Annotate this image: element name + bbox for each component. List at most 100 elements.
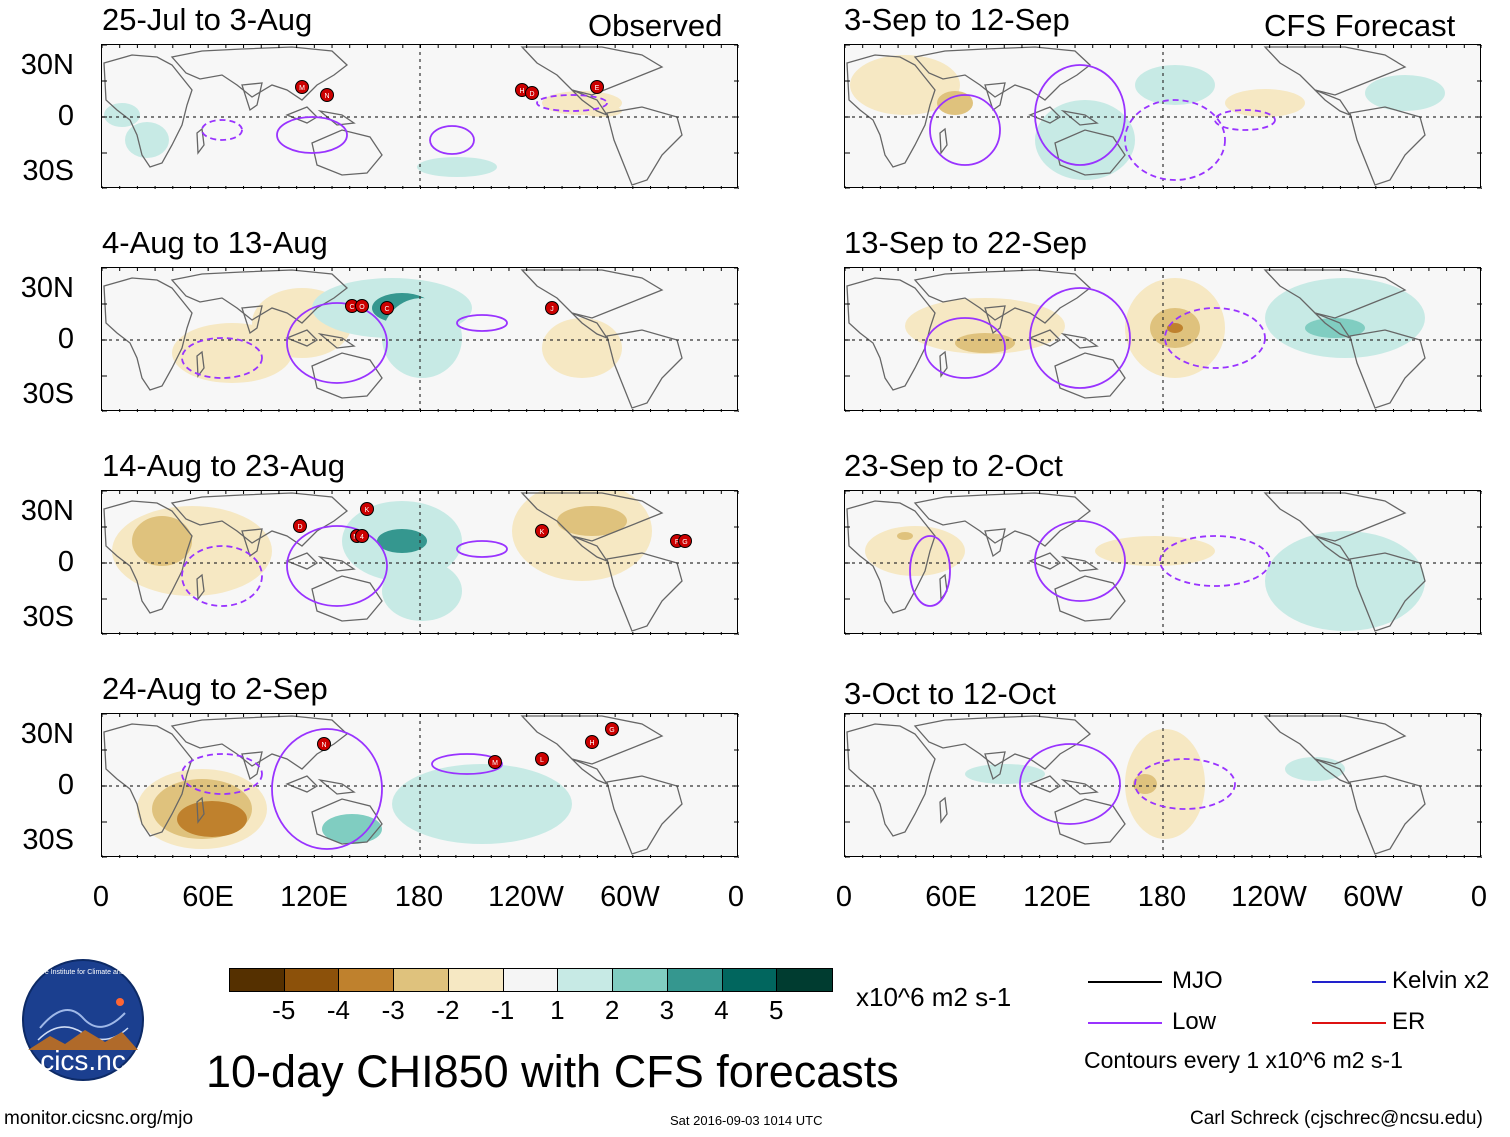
coastline (571, 535, 609, 563)
coastline (1314, 535, 1352, 563)
coastline (196, 573, 205, 601)
coastline (1314, 312, 1352, 340)
cfs-forecast-label: CFS Forecast (1264, 8, 1456, 43)
colorbar-tick: -4 (326, 995, 351, 1025)
coastline (103, 277, 193, 391)
low-contour (536, 94, 608, 112)
legend-er-line (1312, 1022, 1386, 1024)
anomaly-shading (177, 801, 247, 837)
xlabel-180: 180 (394, 881, 444, 913)
low-contour (924, 317, 1006, 379)
coastline (939, 796, 948, 824)
tropical-cyclone-icon: D (525, 86, 539, 100)
ylabel-30n: 30N (20, 718, 74, 750)
anomaly-shading (382, 561, 462, 621)
coastline (1054, 352, 1126, 399)
coastline (571, 312, 609, 340)
footer-timestamp: Sat 2016-09-03 1014 UTC (670, 1113, 823, 1128)
panel-title-5: 14-Aug to 23-Aug (102, 448, 346, 483)
coastline (520, 46, 664, 96)
svg-text:M: M (492, 760, 498, 767)
tropical-cyclone-icon: M (295, 80, 309, 94)
colorbar-tick: 3 (659, 995, 675, 1025)
legend-mjo-label: MJO (1172, 967, 1223, 994)
low-contour (1034, 64, 1126, 166)
svg-text:K: K (540, 529, 545, 536)
colorbar-swatch (777, 969, 832, 991)
tropical-cyclone-icon: M (488, 755, 502, 769)
colorbar-swatch (230, 969, 285, 991)
low-contour (456, 314, 508, 332)
xlabel-120w: 120W (488, 881, 564, 913)
svg-text:H: H (589, 740, 594, 747)
coastline (311, 352, 383, 399)
legend-note: Contours every 1 x10^6 m2 s-1 (1084, 1047, 1403, 1073)
colorbar-swatch (284, 969, 340, 991)
anomaly-shading (1133, 774, 1157, 794)
coastline (1314, 89, 1352, 117)
tropical-cyclone-icon: G (605, 722, 619, 736)
coastline (1054, 798, 1126, 845)
coastline (939, 350, 948, 378)
low-contour (909, 535, 951, 607)
ylabel-30s: 30S (22, 601, 74, 633)
coastline (913, 492, 1092, 547)
svg-text:F: F (675, 539, 679, 546)
low-contour (929, 94, 1001, 166)
low-contour (431, 753, 503, 775)
xlabel-0: 0 (92, 881, 110, 913)
anomaly-shading (557, 506, 627, 536)
svg-text:E: E (595, 85, 600, 92)
coastline (196, 127, 205, 155)
coastline (1349, 329, 1426, 409)
xlabel-120w: 120W (1231, 881, 1307, 913)
coastline (520, 269, 664, 319)
coastline (1028, 106, 1099, 126)
coastline (1028, 329, 1099, 349)
coastline (285, 106, 356, 126)
anomaly-shading (1135, 65, 1215, 105)
ylabel-30s: 30S (22, 378, 74, 410)
anomaly-shading (897, 532, 913, 540)
anomaly-shading (322, 814, 382, 844)
low-contour (181, 337, 263, 379)
low-contour (1124, 99, 1226, 181)
anomaly-shading (1265, 278, 1425, 358)
coastline (846, 723, 936, 837)
map-canvas: M N H D E (102, 45, 739, 189)
anomaly-shading (132, 516, 192, 566)
coastline (913, 46, 1092, 101)
tropical-cyclone-icon: N (317, 737, 331, 751)
tropical-cyclone-icon: K (360, 502, 374, 516)
map-panel-7: N M L H G (101, 713, 739, 858)
ylabel-30n: 30N (20, 49, 74, 81)
anomaly-shading (1305, 318, 1365, 338)
xlabel-120e: 120E (280, 881, 348, 913)
colorbar-units: x10^6 m2 s-1 (856, 982, 1012, 1012)
anomaly-shading (850, 55, 960, 115)
tropical-cyclone-icon: D (293, 519, 307, 533)
svg-text:L: L (540, 757, 544, 764)
svg-text:D: D (529, 91, 534, 98)
colorbar-swatch (503, 969, 559, 991)
low-contour (1029, 287, 1131, 389)
anomaly-shading (392, 764, 572, 844)
coastline (984, 751, 1006, 781)
xlabel-60w: 60W (600, 881, 660, 913)
anomaly-shading (1365, 75, 1445, 111)
low-contour (181, 545, 263, 607)
svg-text:D: D (297, 524, 302, 531)
coastline (241, 528, 263, 558)
map-canvas (845, 491, 1482, 635)
xlabel-0: 0 (1470, 881, 1488, 913)
coastline (285, 552, 356, 572)
xlabel-120e: 120E (1023, 881, 1091, 913)
panel-title-8: 3-Oct to 12-Oct (844, 676, 1056, 711)
colorbar-tick: -3 (381, 995, 405, 1025)
anomaly-shading (1265, 531, 1425, 631)
coastline (196, 350, 205, 378)
tropical-cyclone-icon: H (585, 735, 599, 749)
colorbar-tick: 1 (550, 995, 565, 1025)
